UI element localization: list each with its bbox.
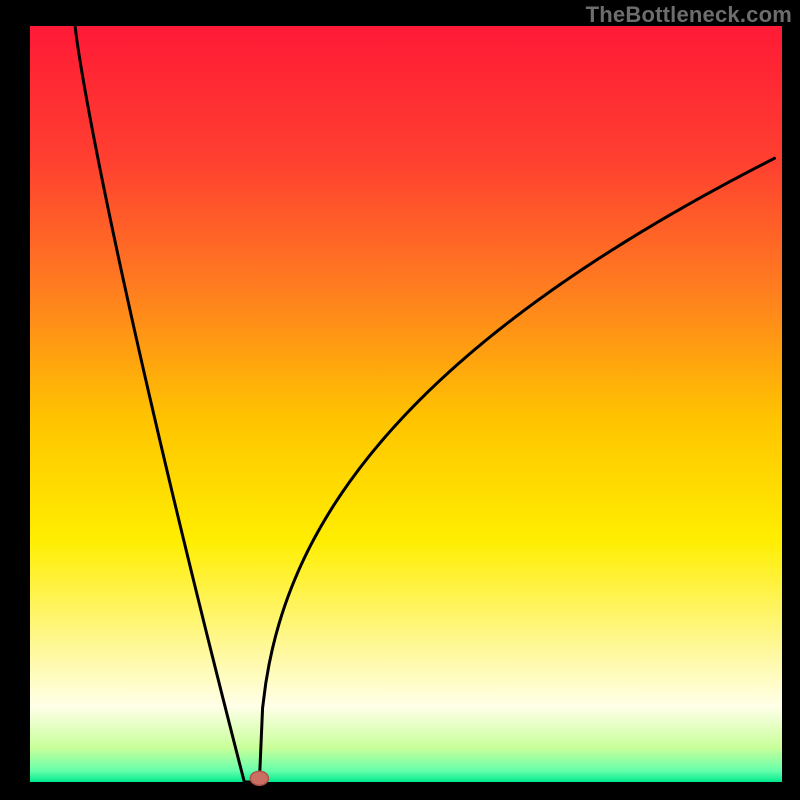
chart-stage: TheBottleneck.com (0, 0, 800, 800)
gradient-background (30, 26, 782, 782)
chart-svg (0, 0, 800, 800)
watermark-text: TheBottleneck.com (586, 2, 792, 28)
optimal-point-marker (250, 771, 268, 785)
